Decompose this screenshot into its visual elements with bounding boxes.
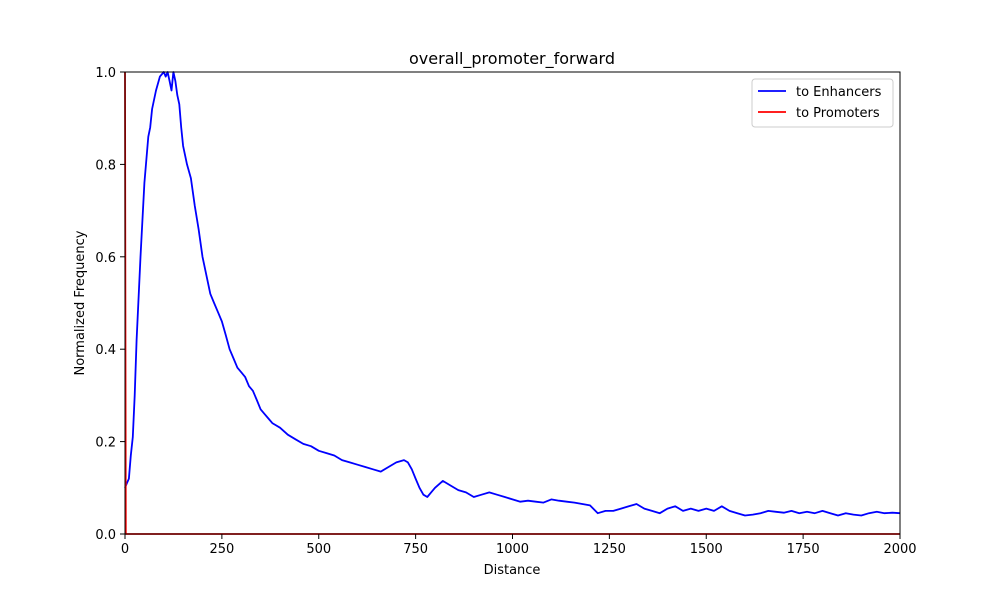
x-tick-label: 2000	[883, 542, 916, 557]
legend: to Enhancers to Promoters	[751, 78, 894, 128]
x-tick-label: 1500	[690, 542, 723, 557]
y-tick-label: 0.2	[95, 436, 116, 451]
x-tick-label: 0	[121, 542, 129, 557]
y-tick-label: 1.0	[95, 66, 116, 81]
x-tick-label: 500	[306, 542, 331, 557]
plot-area	[124, 71, 901, 535]
x-tick-label: 250	[209, 542, 234, 557]
series-line-enhancers	[124, 71, 901, 517]
chart-title: overall_promoter_forward	[409, 49, 615, 69]
x-tick-label: 750	[403, 542, 428, 557]
y-axis-label: Normalized Frequency	[73, 230, 88, 375]
plot-background	[125, 72, 900, 534]
y-tick-label: 0.6	[95, 251, 116, 266]
x-axis-label: Distance	[484, 563, 541, 578]
x-tick-label: 1750	[787, 542, 820, 557]
x-tick-label: 1250	[593, 542, 626, 557]
x-tick-label: 1000	[496, 542, 529, 557]
legend-box	[751, 78, 894, 128]
y-tick-label: 0.0	[95, 528, 116, 543]
y-tick-label: 0.4	[95, 343, 116, 358]
y-tick-label: 0.8	[95, 158, 116, 173]
y-axis: 0.0 0.2 0.4 0.6 0.8 1.0	[95, 66, 125, 543]
legend-label-enhancers: to Enhancers	[796, 85, 882, 100]
legend-label-promoters: to Promoters	[796, 106, 880, 121]
x-axis: 0 250 500 750 1000 1250 1500 1750 2000	[121, 534, 917, 557]
